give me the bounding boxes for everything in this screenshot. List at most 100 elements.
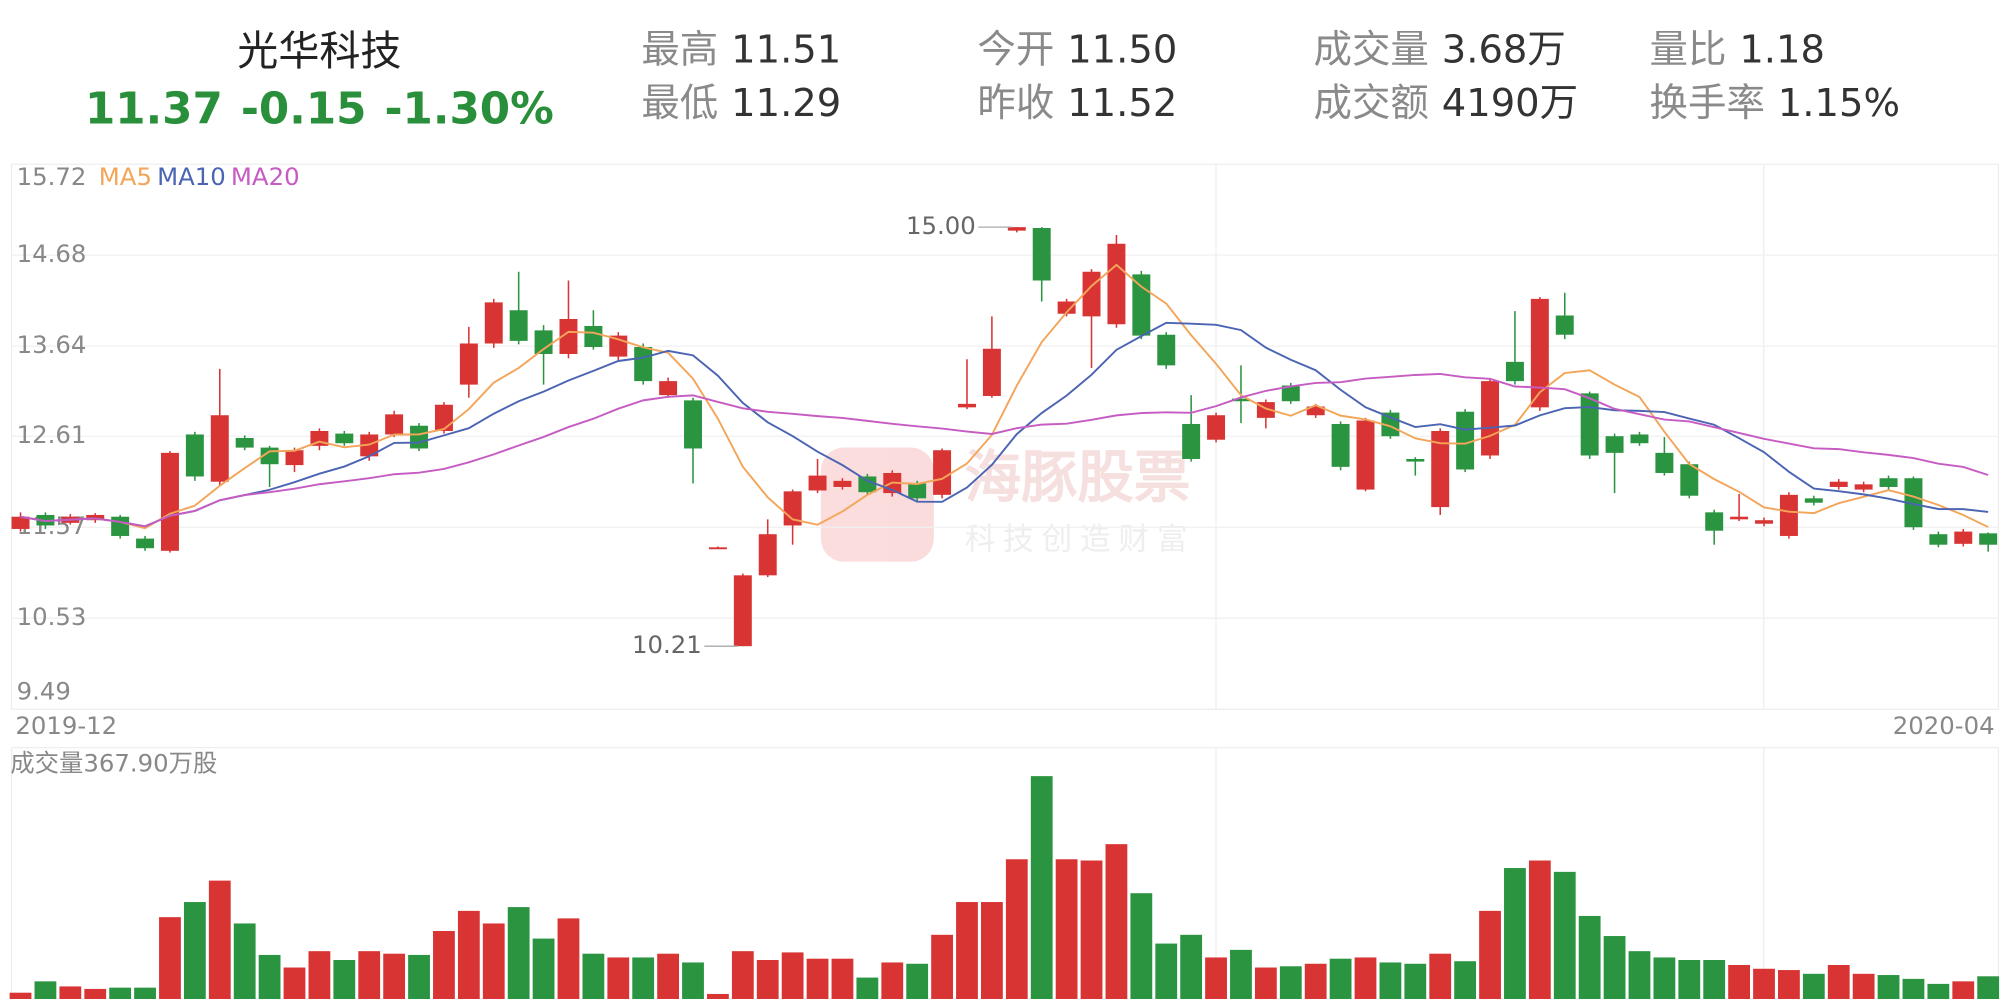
candle-body (1929, 534, 1948, 545)
stat-label: 成交额 (1313, 81, 1428, 126)
volume-bar (134, 987, 156, 999)
legend: MA5 MA10 MA20 (99, 162, 300, 191)
volume-bar (1578, 915, 1601, 999)
y-tick-label: 10.53 (17, 602, 87, 631)
stat-label: 昨收 (977, 81, 1054, 126)
volume-panel (10, 747, 2000, 999)
y-tick-label: 15.72 (17, 162, 87, 191)
candle-body (111, 516, 130, 536)
candle-body (11, 516, 30, 529)
price: 11.37 (85, 85, 223, 135)
ma-line (20, 372, 1989, 528)
candle-body (136, 538, 155, 549)
y-tick-label: 14.68 (17, 239, 87, 268)
volume-bar (1728, 964, 1751, 999)
volume-bar (1678, 959, 1701, 999)
volume-bar (1628, 951, 1651, 999)
candle-body (1406, 458, 1425, 462)
volume-bar (308, 951, 331, 999)
volume-bar (1354, 957, 1377, 999)
candle-body (534, 330, 553, 354)
candle-body (185, 434, 204, 477)
change: -0.15 (241, 85, 367, 135)
volume-bar (159, 917, 181, 999)
candle-body (1530, 298, 1549, 408)
volume-bar (457, 910, 480, 999)
volume-bar (906, 963, 929, 999)
stat-label: 量比 (1650, 27, 1727, 72)
volume-bar (1703, 959, 1726, 999)
candle-body (1904, 478, 1923, 528)
volume-bar (557, 918, 580, 999)
candle-body (1057, 301, 1076, 314)
volume-bar (1802, 973, 1825, 999)
price-line: 11.37 -0.15 -1.30% (85, 85, 554, 135)
stat: 成交额 4190万 (1313, 81, 1578, 126)
stat: 昨收 11.52 (977, 81, 1177, 126)
stat: 量比 1.18 (1650, 27, 1825, 72)
stat-label: 换手率 (1650, 81, 1765, 126)
y-tick-label: 12.61 (17, 420, 87, 449)
volume-bar (980, 902, 1003, 999)
volume-bar (1080, 860, 1103, 999)
candle-body (1306, 406, 1325, 416)
volume-bar (283, 967, 306, 999)
candle-body (1705, 512, 1724, 531)
volume-bar (358, 951, 381, 999)
volume-bar (383, 953, 406, 999)
stat: 成交量 3.68万 (1313, 27, 1565, 72)
candle-body (1281, 385, 1300, 402)
candle-body (982, 348, 1001, 396)
candle-body (484, 302, 503, 344)
stock-name: 光华科技 (237, 27, 401, 75)
volume-bar (707, 993, 729, 999)
volume-bar (856, 977, 879, 999)
candle-body (1132, 274, 1151, 336)
candle-body (1505, 361, 1524, 382)
volume-bar (756, 959, 779, 999)
candle-body (1680, 464, 1699, 496)
candle-body (933, 450, 952, 495)
volume-bar (1603, 936, 1626, 999)
candle-body (1854, 484, 1873, 490)
annotation: 10.21 (632, 630, 702, 659)
volume-bar (1454, 961, 1477, 999)
candle-body (1829, 481, 1848, 487)
stat: 今开 11.50 (977, 27, 1177, 72)
volume-bar (333, 959, 356, 999)
volume-bar (956, 902, 978, 999)
candle-body (1481, 381, 1500, 456)
stat-value: 1.15% (1778, 81, 1900, 126)
volume-bar (1753, 968, 1775, 999)
volume-bar (1304, 963, 1327, 999)
volume-bar (1877, 975, 1900, 999)
volume-bar (1927, 983, 1950, 999)
volume-bar (1379, 962, 1402, 999)
volume-bar (183, 902, 206, 999)
stat-value: 3.68万 (1442, 27, 1566, 72)
candle-body (1431, 430, 1450, 508)
volume-bar (731, 951, 754, 999)
volume-bar (84, 988, 107, 999)
stat-label: 今开 (977, 27, 1054, 72)
volume-bar (1504, 868, 1526, 999)
volume-bar (1254, 967, 1277, 999)
candle-body (1331, 423, 1350, 467)
volume-bar (507, 907, 530, 999)
stat-label: 最低 (641, 81, 718, 126)
y-tick-label: 13.64 (17, 330, 87, 359)
volume-bar (1827, 964, 1850, 999)
volume-bar (1778, 970, 1800, 999)
ma-line (20, 321, 1989, 528)
candle-body (1182, 423, 1201, 459)
volume-bar (1404, 963, 1427, 999)
candle-body (833, 480, 852, 487)
volume-bar (1653, 957, 1676, 999)
volume-bar (1952, 981, 1975, 999)
volume-bar (532, 938, 555, 999)
candle-body (1954, 531, 1973, 544)
candle-body (459, 343, 478, 385)
volume-bar (831, 958, 854, 999)
candle-body (858, 476, 877, 493)
stat-label: 最高 (641, 27, 718, 72)
